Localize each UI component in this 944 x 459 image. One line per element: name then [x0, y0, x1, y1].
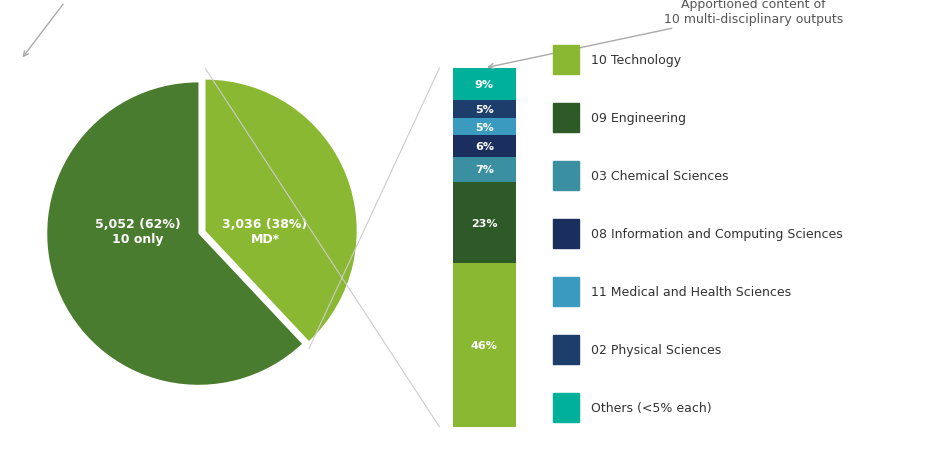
Text: 6%: 6%: [474, 142, 494, 152]
Text: 5,052 (62%)
10 only: 5,052 (62%) 10 only: [95, 217, 180, 245]
Text: 08 Information and Computing Sciences: 08 Information and Computing Sciences: [590, 228, 841, 241]
Text: 5%: 5%: [475, 105, 493, 115]
Text: 23%: 23%: [470, 218, 497, 228]
Text: 9%: 9%: [474, 80, 494, 90]
Text: 3,036 (38%)
MD*: 3,036 (38%) MD*: [222, 217, 308, 245]
Text: Others (<5% each): Others (<5% each): [590, 401, 711, 414]
Bar: [452, 264, 515, 427]
Text: 03 Chemical Sciences: 03 Chemical Sciences: [590, 170, 728, 183]
Bar: [552, 394, 579, 422]
Text: 7%: 7%: [475, 165, 493, 175]
Bar: [452, 69, 515, 101]
Text: Apportioned content of
10 multi-disciplinary outputs: Apportioned content of 10 multi-discipli…: [488, 0, 842, 69]
Bar: [552, 336, 579, 364]
Bar: [552, 278, 579, 306]
Bar: [452, 157, 515, 182]
Bar: [452, 182, 515, 264]
Text: 02 Physical Sciences: 02 Physical Sciences: [590, 343, 720, 356]
Wedge shape: [205, 80, 356, 341]
Text: Whole outputs with
10 content: 8,088: Whole outputs with 10 content: 8,088: [17, 0, 138, 57]
Bar: [552, 104, 579, 133]
Wedge shape: [47, 83, 302, 385]
Text: 46%: 46%: [470, 341, 497, 350]
Text: 09 Engineering: 09 Engineering: [590, 112, 685, 125]
Text: 5%: 5%: [475, 123, 493, 132]
Bar: [552, 162, 579, 190]
Bar: [452, 101, 515, 118]
Bar: [552, 46, 579, 74]
Text: 11 Medical and Health Sciences: 11 Medical and Health Sciences: [590, 285, 790, 298]
Bar: [552, 220, 579, 248]
Bar: [452, 118, 515, 136]
Bar: [452, 136, 515, 157]
Text: 10 Technology: 10 Technology: [590, 54, 680, 67]
